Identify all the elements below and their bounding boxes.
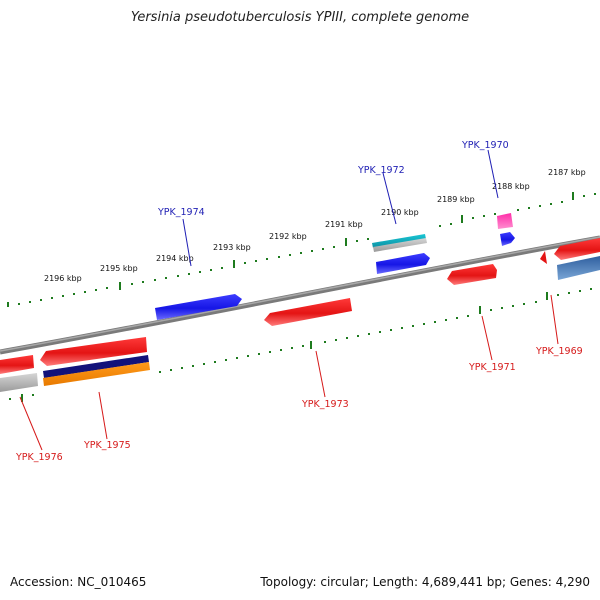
gene-label-ypk-1974: YPK_1974 [157, 207, 205, 218]
gene-ypk-1975-navy[interactable] [43, 355, 149, 378]
kbp-label: 2191 kbp [325, 220, 363, 229]
kbp-label: 2194 kbp [156, 254, 194, 263]
gene-label-ypk-1972: YPK_1972 [357, 165, 405, 176]
gene-label-ypk-1971: YPK_1971 [468, 362, 516, 373]
kbp-label: 2190 kbp [381, 208, 419, 217]
gene-ypk-1969-red[interactable] [554, 238, 600, 260]
kbp-label: 2187 kbp [548, 168, 586, 177]
lower-tick-track [9, 288, 592, 402]
gene-label-ypk-1970: YPK_1970 [461, 140, 509, 151]
gene-ypk-1969-steel[interactable] [557, 256, 600, 280]
gene-ypk-1976-gray[interactable] [0, 373, 38, 392]
kbp-label: 2196 kbp [44, 274, 82, 283]
gene-ypk-1970-lower[interactable] [500, 232, 515, 246]
gene-ypk-1970-upper[interactable] [497, 213, 513, 229]
kbp-label: 2188 kbp [492, 182, 530, 191]
gene-ypk-1972-group[interactable] [372, 234, 430, 274]
gene-label-ypk-1973: YPK_1973 [301, 399, 349, 410]
gene-label-ypk-1976: YPK_1976 [15, 452, 63, 463]
kbp-label: 2192 kbp [269, 232, 307, 241]
upper-tick-track [7, 192, 596, 307]
gene-ypk-1975-orange[interactable] [43, 362, 150, 386]
gene-label-ypk-1975: YPK_1975 [83, 440, 131, 451]
gene-label-ypk-1969: YPK_1969 [535, 346, 583, 357]
gene-ypk-1974[interactable] [155, 294, 242, 320]
gene-ypk-1975-red[interactable] [40, 337, 147, 366]
genome-summary-text: Topology: circular; Length: 4,689,441 bp… [260, 575, 590, 589]
gene-ypk-1973[interactable] [264, 298, 352, 326]
gene-ypk-1976-red[interactable] [0, 355, 34, 374]
map-title: Yersinia pseudotuberculosis YPIII, compl… [130, 10, 470, 25]
accession-text: Accession: NC_010465 [10, 575, 147, 589]
kbp-label: 2189 kbp [437, 195, 475, 204]
gene-ypk-1971[interactable] [447, 264, 497, 285]
kbp-label: 2193 kbp [213, 243, 251, 252]
leader-lines [19, 149, 559, 451]
gene-ypk-1969-small[interactable] [540, 251, 547, 264]
kbp-label: 2195 kbp [100, 264, 138, 273]
genome-backbone [0, 235, 600, 355]
